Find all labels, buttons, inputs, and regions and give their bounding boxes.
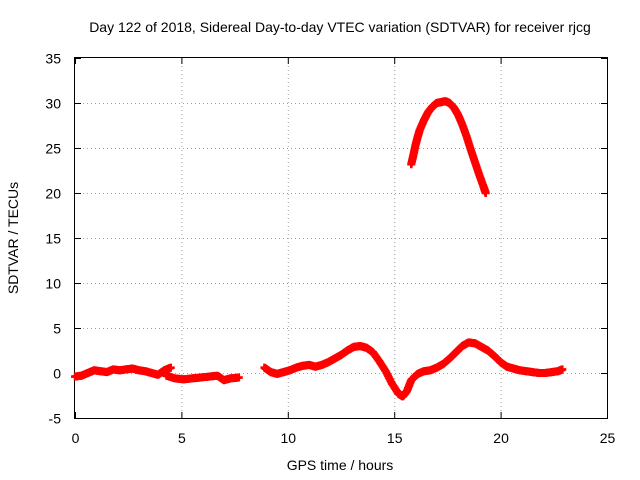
chart-title: Day 122 of 2018, Sidereal Day-to-day VTE… [89, 19, 591, 35]
y-tick-label: 20 [45, 186, 61, 202]
grid [75, 58, 607, 418]
x-tick-label: 20 [493, 430, 509, 446]
series-segment-2 [162, 371, 243, 385]
x-axis-label: GPS time / hours [287, 457, 394, 473]
y-tick-label: 10 [45, 276, 61, 292]
data-point [234, 373, 243, 382]
series-segment-3 [260, 338, 567, 401]
series-segment-4 [407, 97, 490, 197]
data-point [166, 363, 175, 372]
y-tick-label: 15 [45, 231, 61, 247]
y-tick-label: 5 [53, 321, 61, 337]
data-points [71, 97, 567, 401]
plot-frame [74, 57, 608, 419]
y-tick-label: 25 [45, 141, 61, 157]
y-tick-label: -5 [49, 411, 62, 427]
series-segment-1 [71, 363, 175, 381]
x-tick-label: 10 [281, 430, 297, 446]
y-axis-label: SDTVAR / TECUs [5, 182, 21, 294]
ticks: 0 5 10 15 20 25 -5 0 5 10 15 20 25 30 35 [45, 51, 615, 447]
y-tick-label: 30 [45, 96, 61, 112]
data-point [481, 189, 490, 197]
x-tick-label: 0 [72, 430, 80, 446]
y-tick-label: 0 [53, 366, 61, 382]
data-point [558, 365, 567, 374]
y-tick-label: 35 [45, 51, 61, 67]
x-tick-label: 25 [600, 430, 616, 446]
x-tick-label: 15 [387, 430, 403, 446]
x-tick-label: 5 [178, 430, 186, 446]
